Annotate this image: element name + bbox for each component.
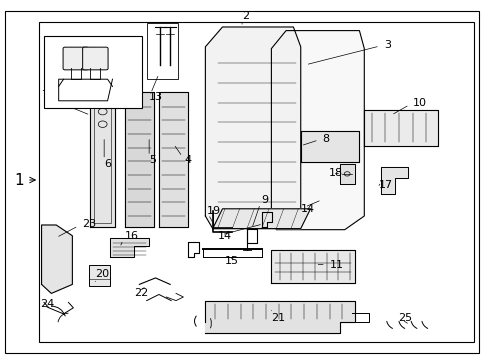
Text: 1: 1 [15,172,24,188]
Text: 16: 16 [124,231,139,241]
Bar [39,22,473,342]
Polygon shape [124,92,154,227]
Polygon shape [339,164,354,184]
Text: 10: 10 [412,98,427,108]
Text: 3: 3 [383,40,390,50]
Text: 23: 23 [82,219,96,229]
Polygon shape [271,31,364,230]
Bar [89,265,109,286]
Text: 13: 13 [149,92,163,102]
Text: 7: 7 [41,90,49,100]
Text: 4: 4 [184,155,192,165]
Text: 8: 8 [322,134,329,144]
Polygon shape [90,92,115,227]
Text: 15: 15 [224,256,239,266]
Text: 6: 6 [104,159,111,169]
Bar [146,23,178,79]
Polygon shape [364,110,437,146]
Polygon shape [271,250,354,283]
Polygon shape [205,301,354,333]
FancyBboxPatch shape [63,47,88,70]
Text: 2: 2 [242,11,249,21]
Text: 14: 14 [217,231,231,241]
Text: 17: 17 [378,180,392,190]
Text: 25: 25 [398,312,412,323]
Text: 18: 18 [328,168,342,178]
Text: 12: 12 [85,76,100,86]
Bar [44,36,142,108]
Text: 5: 5 [149,155,156,165]
Text: 20: 20 [95,269,109,279]
Polygon shape [205,27,300,229]
Text: 9: 9 [261,195,268,205]
Polygon shape [212,209,310,229]
Text: 14: 14 [300,204,314,214]
Text: 19: 19 [206,206,220,216]
Text: 24: 24 [40,299,54,309]
Polygon shape [300,131,359,162]
Text: 21: 21 [271,312,285,323]
Text: 22: 22 [134,288,148,298]
Text: 11: 11 [329,260,344,270]
FancyBboxPatch shape [82,47,108,70]
Polygon shape [110,238,149,257]
Polygon shape [41,225,72,293]
Polygon shape [381,167,407,194]
Polygon shape [159,92,188,227]
